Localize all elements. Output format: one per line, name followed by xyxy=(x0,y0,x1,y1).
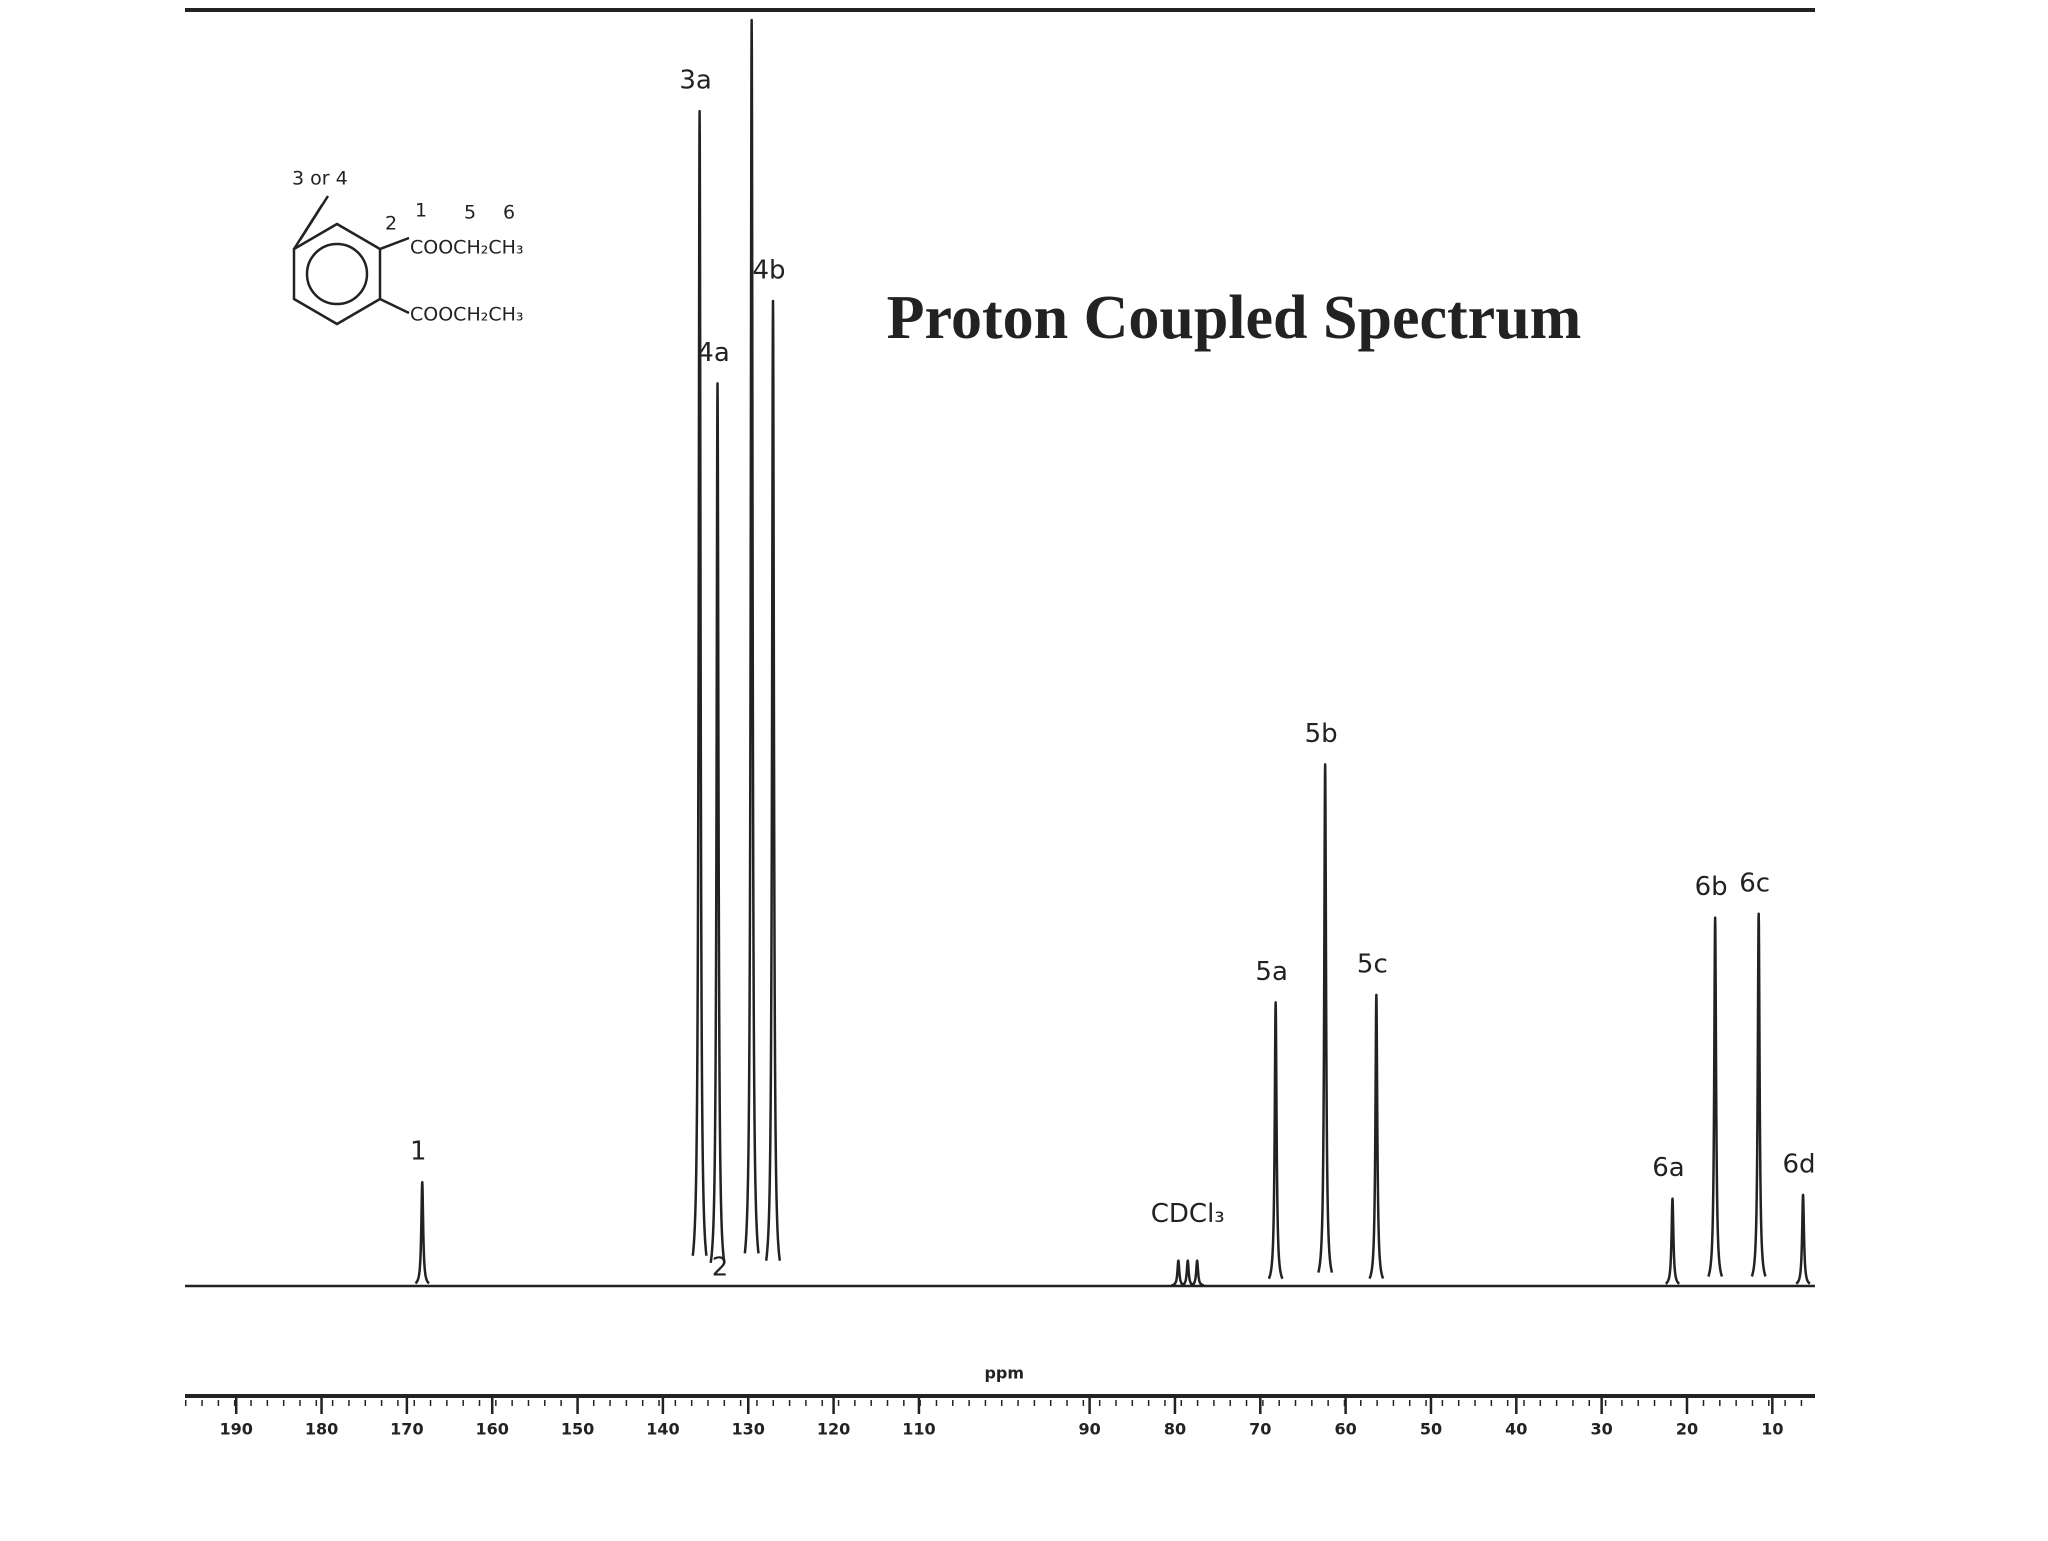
peak xyxy=(1750,912,1767,1278)
solvent-peak xyxy=(1179,1259,1196,1287)
x-tick-label: 60 xyxy=(1334,1420,1356,1439)
structure-group: COOCH₂CH₃ xyxy=(410,237,524,259)
x-tick-label: 120 xyxy=(817,1420,850,1439)
x-tick-label: 30 xyxy=(1591,1420,1613,1439)
solvent-peak xyxy=(1170,1259,1187,1287)
peak xyxy=(691,109,708,1256)
structure-label: 5 xyxy=(464,202,476,224)
solvent-peak xyxy=(1189,1259,1206,1287)
peak-label: 4a xyxy=(697,338,729,368)
x-tick-label: 180 xyxy=(305,1420,338,1439)
structure-label: 6 xyxy=(503,202,515,224)
x-axis-minor-ticks xyxy=(185,1396,1815,1406)
peak xyxy=(1707,916,1724,1278)
x-tick-label: 90 xyxy=(1078,1420,1100,1439)
peak xyxy=(743,18,760,1254)
peak xyxy=(764,299,782,1261)
structure-label: 3 or 4 xyxy=(292,168,348,190)
x-tick-label: 170 xyxy=(390,1420,423,1439)
peak xyxy=(1795,1193,1811,1285)
peak-label: 5b xyxy=(1305,719,1338,749)
peak xyxy=(1267,1001,1284,1280)
structure-group: COOCH₂CH₃ xyxy=(410,304,524,326)
chart-title: Proton Coupled Spectrum xyxy=(887,284,1582,352)
peak-label: 5c xyxy=(1357,949,1388,979)
x-tick-label: 190 xyxy=(220,1420,253,1439)
peak-label: 3b xyxy=(731,0,764,5)
peak-label: 5a xyxy=(1255,957,1287,987)
x-tick-label: 50 xyxy=(1420,1420,1442,1439)
peak xyxy=(414,1180,431,1285)
top-ruler-ticks xyxy=(185,10,1815,20)
x-tick-label: 160 xyxy=(476,1420,509,1439)
peak xyxy=(1317,763,1334,1274)
x-tick-label: 80 xyxy=(1164,1420,1186,1439)
x-tick-label: 150 xyxy=(561,1420,594,1439)
peak-label: 6a xyxy=(1652,1153,1684,1183)
peak-label: 4b xyxy=(752,256,785,286)
peak-label: 6d xyxy=(1783,1149,1816,1179)
x-axis-label: ppm xyxy=(984,1364,1024,1383)
peak-label: 6c xyxy=(1739,868,1770,898)
molecule-structure xyxy=(292,195,410,326)
peak-label: 6b xyxy=(1695,872,1728,902)
peak xyxy=(1664,1197,1681,1285)
x-tick-label: 10 xyxy=(1761,1420,1783,1439)
x-tick-label: 130 xyxy=(732,1420,765,1439)
peak-label: 1 xyxy=(410,1137,427,1167)
solvent-label: CDCl₃ xyxy=(1151,1199,1225,1229)
x-tick-label: 20 xyxy=(1676,1420,1698,1439)
peak xyxy=(1368,993,1385,1280)
x-tick-label: 140 xyxy=(646,1420,679,1439)
structure-label: 2 xyxy=(385,213,397,235)
x-tick-label: 110 xyxy=(902,1420,935,1439)
annotation: 2 xyxy=(712,1253,729,1283)
structure-label: 1 xyxy=(415,200,427,222)
peak-label: 3a xyxy=(679,66,711,96)
x-tick-label: 40 xyxy=(1505,1420,1527,1439)
x-tick-label: 70 xyxy=(1249,1420,1271,1439)
peak xyxy=(709,382,726,1263)
